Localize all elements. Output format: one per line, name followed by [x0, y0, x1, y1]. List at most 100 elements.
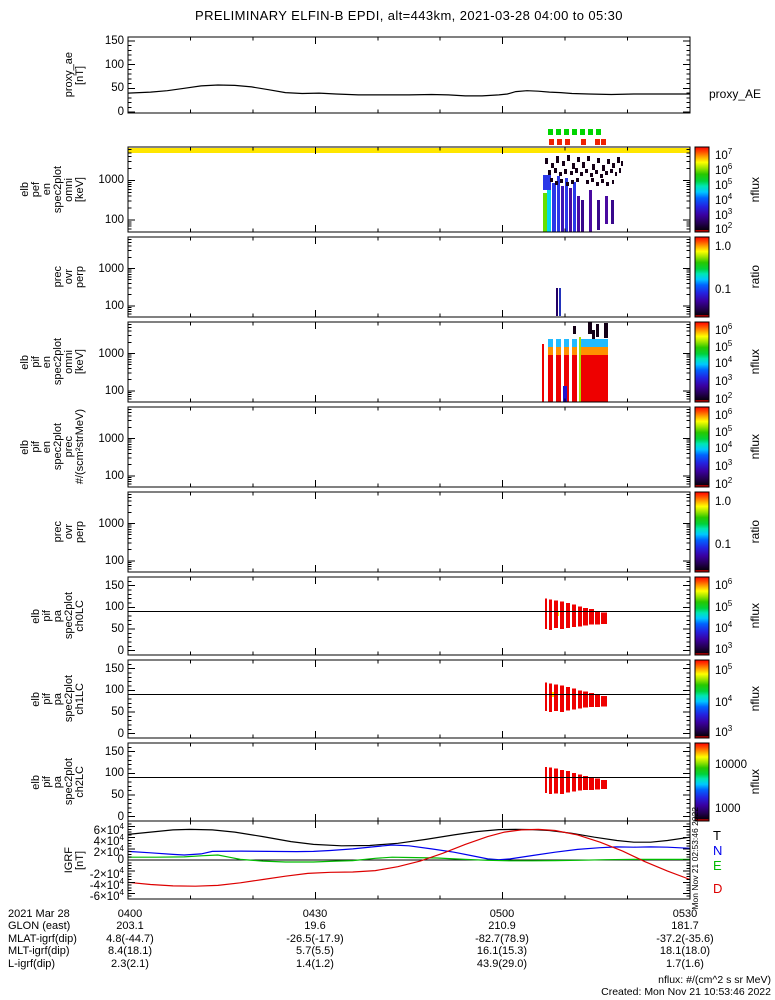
panel-elb_pif_pa_spec2plot_ch2LC [127, 742, 710, 822]
y-tick-label: 1000 [98, 262, 124, 275]
colorbar-axis-label: nflux [748, 147, 762, 232]
quality-dash-green [572, 129, 577, 135]
spectrogram-cell [556, 347, 561, 355]
panel-label-IGRF: IGRF [nT] [2, 821, 86, 899]
spectrogram-cell [564, 339, 569, 347]
spectrogram-cell [592, 330, 595, 339]
footer-value: -82.7(78.9) [475, 932, 529, 945]
spectrogram-cell [610, 169, 613, 173]
pa-stripe [572, 604, 576, 627]
spectrogram-cell [597, 158, 600, 163]
footer-row-label: MLAT-igrf(dip) [8, 932, 77, 945]
colorbar-unit: nflux [748, 603, 762, 629]
created-note: Created: Mon Nov 21 10:53:46 2022 [601, 986, 771, 998]
pa-stripe [560, 601, 564, 629]
spectrogram-cell [606, 182, 609, 186]
quality-dash-green [548, 129, 553, 135]
panel-border [127, 406, 691, 488]
spectrogram-cell [605, 171, 608, 175]
quality-dash-red [595, 139, 600, 145]
colorbar-tick-label: 105 [715, 338, 733, 354]
y-tick-label: 6×104 [93, 821, 124, 837]
colorbar-unit: nflux [748, 769, 762, 795]
spectrogram-cell [571, 180, 574, 184]
spectrogram-cell [615, 172, 617, 176]
pa-stripe [589, 692, 594, 708]
spectrogram-cell [577, 196, 580, 232]
quality-dash-red [601, 139, 606, 145]
legend-E: E [713, 858, 722, 873]
panel-label-elb_pif_en_spec2plot_omni: elb pif en spec2plot omni [keV] [2, 322, 86, 402]
footer-value: 16.1(15.3) [476, 945, 528, 958]
colorbar-tick-label: 103 [715, 723, 733, 739]
spectrogram-cell [561, 186, 564, 232]
panel-elb_pif_pa_spec2plot_ch1LC [127, 659, 710, 739]
colorbar-tick-label: 106 [715, 577, 733, 593]
spectrogram-cell [543, 175, 551, 190]
spectrogram-cell [611, 200, 614, 224]
legend-D: D [713, 881, 723, 896]
pa-stripe [572, 772, 576, 792]
panel-IGRF [127, 820, 691, 900]
colorbar-axis-label: nflux [748, 743, 762, 821]
colorbar-tick-label: 105 [715, 598, 733, 614]
colorbar-tick-label: 106 [715, 406, 733, 422]
y-tick-label: 1000 [98, 432, 124, 445]
y-tick-label: 2×104 [93, 843, 124, 859]
panel-border [127, 36, 691, 114]
spectrogram-cell [582, 162, 585, 168]
series-D [127, 828, 691, 887]
y-tick-label: 150 [104, 745, 124, 758]
panel-elb_pif_en_spec2plot_omni [127, 321, 710, 403]
pa-stripe [560, 769, 564, 795]
y-tick-label: 100 [104, 684, 124, 697]
quality-dash-green [564, 129, 569, 135]
colorbar-axis-label: ratio [748, 492, 762, 572]
colorbar-tick-label: 10000 [715, 758, 747, 771]
colorbar-tick-label: 0.1 [715, 538, 731, 551]
spectrogram-cell [587, 156, 590, 161]
y-tick-label: 100 [104, 601, 124, 614]
footer-value: -37.2(-35.6) [656, 932, 714, 945]
y-tick-label: 50 [111, 623, 124, 635]
spectrogram-cell [572, 355, 577, 402]
colorbar [694, 576, 710, 656]
footer-row-label: 2021 Mar 28 [8, 908, 70, 920]
pa-stripe [583, 607, 588, 626]
spectrogram-cell [557, 176, 560, 232]
panel-label-prec_ovr_perp_2: prec ovr perp [2, 492, 86, 572]
y-tick-label: -6×104 [89, 888, 124, 904]
panel-elb_pif_pa_spec2plot_ch0LC [127, 576, 710, 656]
colorbar [694, 742, 710, 822]
colorbar [694, 491, 710, 573]
pa-stripe [566, 686, 570, 711]
colorbar-tick-label: 104 [715, 440, 733, 456]
spectrogram-cell [559, 172, 562, 176]
footer-value: 4.8(-44.7) [106, 932, 154, 945]
footer-value: 19.6 [304, 920, 326, 933]
y-tick-label: 100 [104, 767, 124, 780]
panel-label-proxy_AE: proxy_ae [nT] [2, 37, 86, 113]
panel-prec_ovr_perp_1 [127, 236, 710, 318]
page-title: PRELIMINARY ELFIN-B EPDI, alt=443km, 202… [195, 8, 623, 23]
quality-dash-red [549, 139, 554, 145]
colorbar-tick-label: 0.1 [715, 283, 731, 296]
spectrogram-cell [596, 324, 599, 337]
pa-stripe [554, 768, 558, 794]
colorbar-axis-label: nflux [748, 660, 762, 738]
series-E [128, 854, 690, 863]
pa-stripe [595, 778, 600, 790]
pa-stripe [545, 766, 547, 793]
spectrogram-cell [602, 165, 605, 171]
pa-stripe [545, 598, 547, 629]
panel-label-elb_pef_en_spec2plot_omni: elb pef en spec2plot omni [keV] [2, 147, 86, 232]
panel-proxy_AE [127, 36, 691, 114]
panel-label-elb_pif_pa_spec2plot_ch0LC: elb pif pa spec2plot ch0LC [2, 577, 86, 655]
pa-stripe [589, 609, 594, 625]
footer-value: 8.4(18.1) [107, 945, 153, 958]
spectrogram-cell [573, 326, 576, 334]
series-T [127, 828, 691, 847]
flag-bar [128, 148, 690, 153]
legend-T: T [713, 828, 721, 843]
